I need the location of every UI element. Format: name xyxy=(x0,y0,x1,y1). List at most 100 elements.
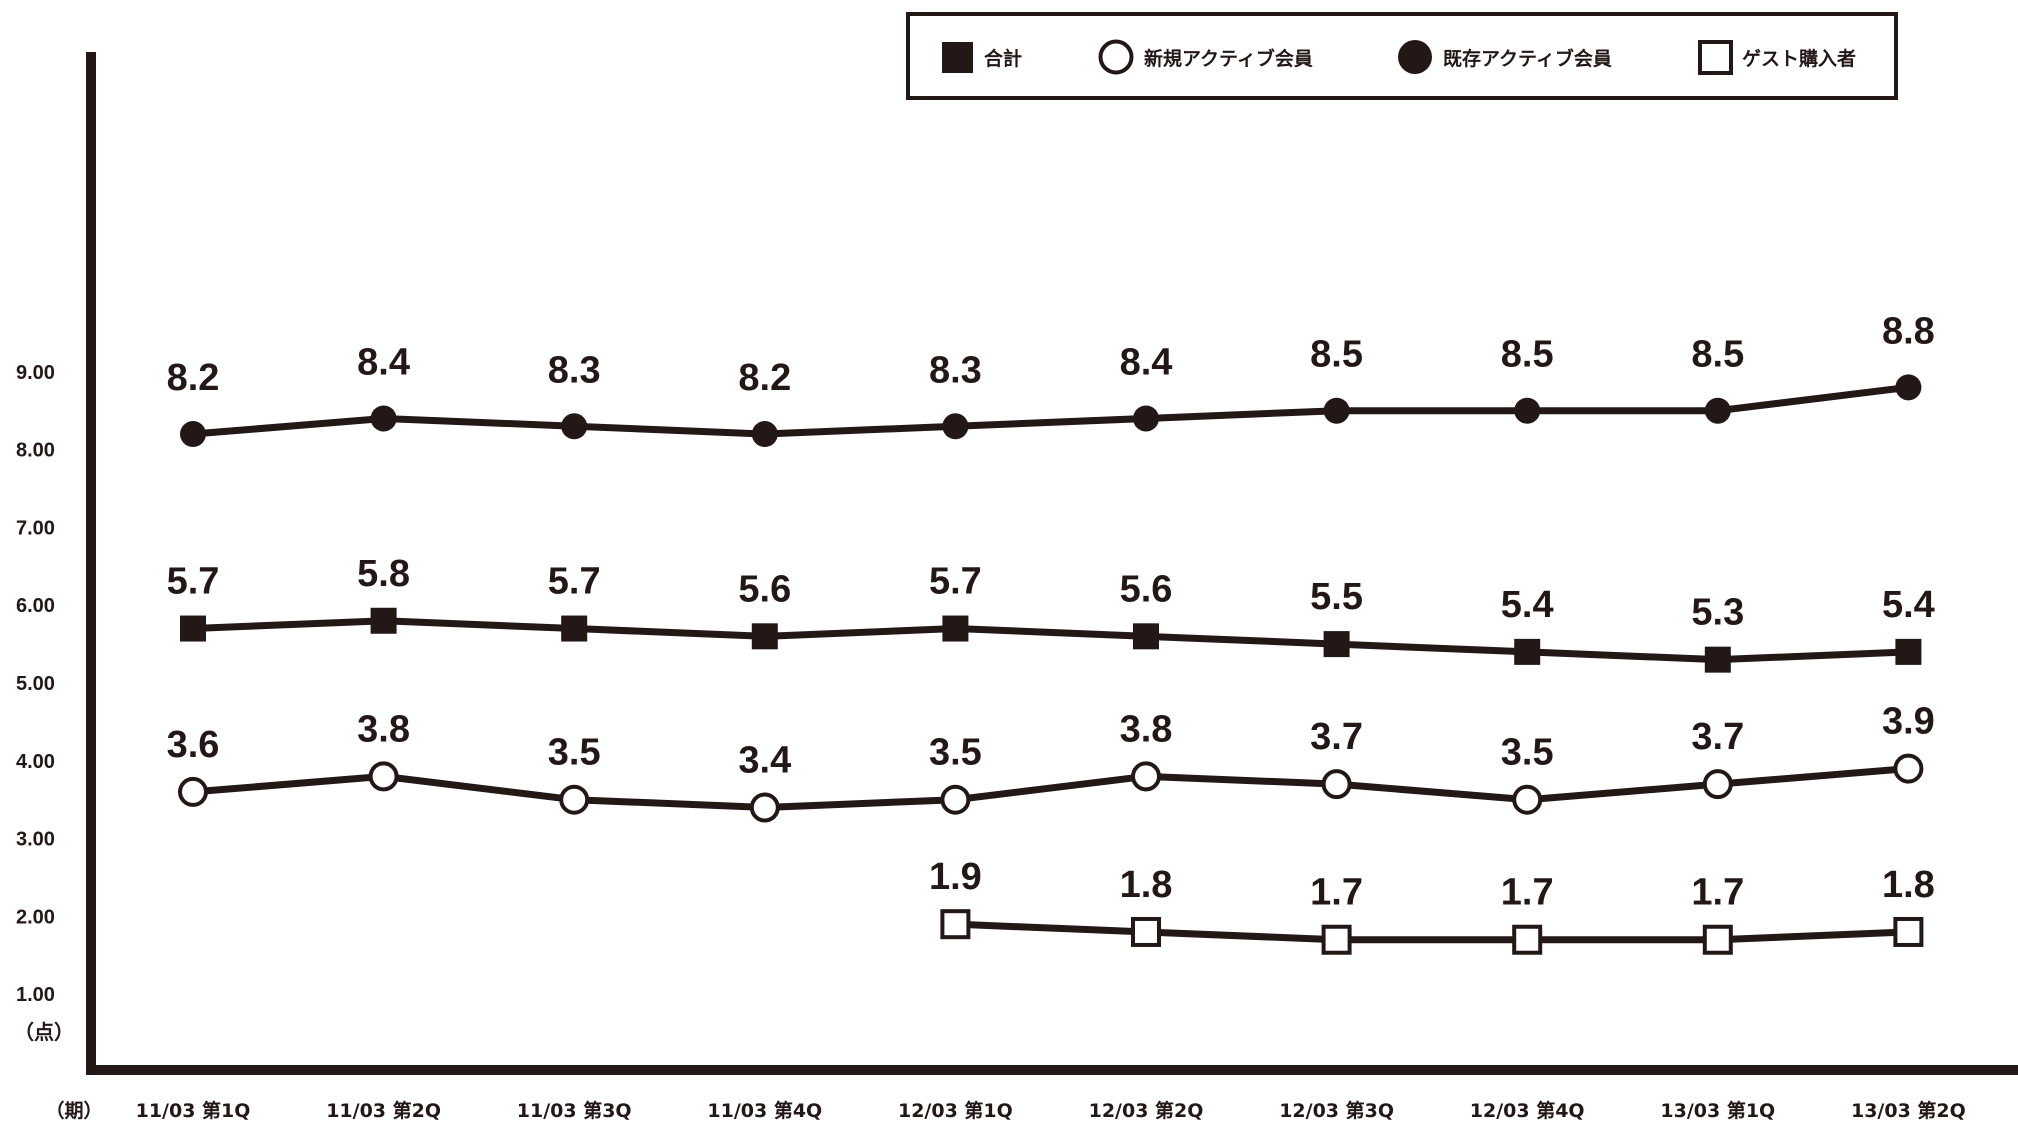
data-label: 8.2 xyxy=(167,357,220,399)
data-label: 5.8 xyxy=(357,553,410,595)
data-point xyxy=(370,607,397,634)
x-tick-label: 11/03 第1Q xyxy=(136,1099,251,1122)
data-label: 8.5 xyxy=(1310,334,1363,376)
y-tick-label: 2.00 xyxy=(16,906,55,928)
data-point xyxy=(178,776,208,807)
x-tick-label: 13/03 第2Q xyxy=(1851,1099,1966,1122)
data-label: 8.4 xyxy=(357,341,410,383)
x-tick-label: 11/03 第3Q xyxy=(517,1099,632,1122)
data-point xyxy=(1323,631,1350,658)
series-line xyxy=(192,383,1909,438)
data-point xyxy=(1702,924,1733,955)
legend-swatch-circle-open xyxy=(1098,39,1134,75)
data-label: 3.6 xyxy=(167,724,220,766)
series-line xyxy=(192,617,1909,664)
series-circle-open: 3.6 3.8 3.5 3.4 3.5 3.8 3.7 3.5 3.7 3.9 xyxy=(167,701,1935,823)
data-point xyxy=(1895,638,1922,665)
legend-label: ゲスト購入者 xyxy=(1742,47,1856,70)
x-tick-label: 13/03 第1Q xyxy=(1660,1099,1775,1122)
series-circle-filled: 8.2 8.4 8.3 8.2 8.3 8.4 8.5 8.5 8.5 8.8 xyxy=(167,310,1935,448)
y-tick-label: 9.00 xyxy=(16,362,55,384)
x-tick-label: 12/03 第1Q xyxy=(898,1099,1013,1122)
data-label: 5.4 xyxy=(1501,584,1554,626)
y-tick-label: 7.00 xyxy=(16,517,55,539)
data-label: 8.5 xyxy=(1501,334,1554,376)
y-tick-label: 5.00 xyxy=(16,673,55,695)
y-axis-unit-label: （点） xyxy=(14,1021,74,1044)
data-point xyxy=(1321,924,1352,955)
data-point xyxy=(751,421,778,448)
y-tick-label: 3.00 xyxy=(16,829,55,851)
data-label: 3.5 xyxy=(1501,732,1554,774)
data-label: 3.7 xyxy=(1691,716,1744,758)
data-point xyxy=(940,909,971,940)
data-label: 3.9 xyxy=(1882,701,1935,743)
data-point xyxy=(940,784,971,815)
data-label: 3.8 xyxy=(1120,708,1173,750)
legend: 合計 新規アクティブ会員 既存アクティブ会員 ゲスト購入者 xyxy=(906,12,1898,100)
data-point xyxy=(1512,924,1543,955)
data-point xyxy=(1133,405,1159,432)
data-label: 1.8 xyxy=(1882,864,1935,906)
data-label: 8.3 xyxy=(548,349,601,391)
data-point xyxy=(370,405,397,432)
data-label: 5.3 xyxy=(1691,592,1744,634)
data-point xyxy=(1133,623,1159,650)
legend-swatch-square-filled xyxy=(942,42,973,73)
data-point xyxy=(1702,769,1733,800)
data-label: 3.4 xyxy=(738,739,791,781)
data-label: 8.8 xyxy=(1882,310,1935,352)
data-label: 1.7 xyxy=(1691,872,1744,914)
data-label: 3.8 xyxy=(357,708,410,750)
data-label: 5.4 xyxy=(1882,584,1935,626)
data-point xyxy=(561,615,588,642)
legend-label: 合計 xyxy=(984,47,1022,70)
data-label: 8.5 xyxy=(1691,334,1744,376)
x-tick-label: 12/03 第3Q xyxy=(1279,1099,1394,1122)
data-point xyxy=(1895,374,1922,401)
x-tick-label: 11/03 第4Q xyxy=(707,1099,822,1122)
series-square-open: 1.9 1.8 1.7 1.7 1.7 1.8 xyxy=(929,856,1935,955)
data-point xyxy=(180,615,206,642)
data-label: 5.7 xyxy=(929,561,982,603)
legend-swatch-square-open xyxy=(1698,40,1733,75)
data-label: 1.9 xyxy=(929,856,982,898)
x-tick-label: 12/03 第4Q xyxy=(1470,1099,1585,1122)
data-label: 5.5 xyxy=(1310,576,1363,618)
data-label: 8.3 xyxy=(929,349,982,391)
legend-label: 新規アクティブ会員 xyxy=(1144,47,1313,70)
series-line xyxy=(955,920,1909,944)
data-point xyxy=(1704,397,1731,424)
data-point xyxy=(368,761,399,792)
data-label: 1.7 xyxy=(1501,872,1554,914)
data-point xyxy=(1893,753,1924,784)
data-point xyxy=(180,421,206,448)
data-label: 3.5 xyxy=(929,732,982,774)
data-label: 8.4 xyxy=(1120,341,1173,383)
data-label: 5.6 xyxy=(1120,568,1173,610)
legend-swatch-circle-filled xyxy=(1398,40,1432,74)
data-label: 1.8 xyxy=(1120,864,1173,906)
x-tick-label: 12/03 第2Q xyxy=(1089,1099,1204,1122)
data-point xyxy=(1512,784,1543,815)
data-label: 3.5 xyxy=(548,732,601,774)
data-point xyxy=(942,413,969,440)
data-point xyxy=(751,623,778,650)
data-label: 5.7 xyxy=(548,561,601,603)
data-point xyxy=(561,413,588,440)
y-tick-label: 8.00 xyxy=(16,440,55,462)
y-tick-label: 6.00 xyxy=(16,595,55,617)
x-axis-unit-label: （期） xyxy=(45,1099,102,1122)
data-point xyxy=(749,792,780,823)
data-point xyxy=(942,615,969,642)
data-point xyxy=(1514,397,1541,424)
series-square-filled: 5.7 5.8 5.7 5.6 5.7 5.6 5.5 5.4 5.3 5.4 xyxy=(167,553,1935,673)
x-tick-label: 11/03 第2Q xyxy=(326,1099,441,1122)
y-tick-label: 1.00 xyxy=(16,984,55,1006)
data-label: 8.2 xyxy=(738,357,791,399)
data-point xyxy=(1131,761,1161,792)
data-label: 1.7 xyxy=(1310,872,1363,914)
series-line xyxy=(192,765,1909,811)
data-point xyxy=(559,784,590,815)
